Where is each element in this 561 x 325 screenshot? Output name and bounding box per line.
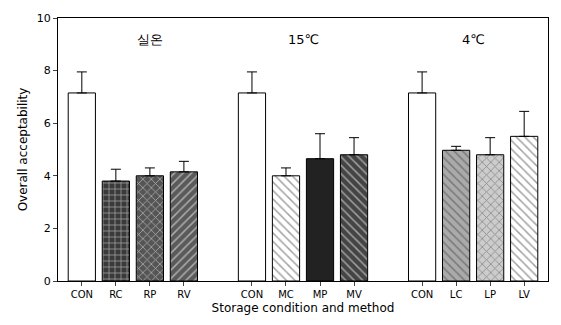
svg-text:10: 10: [37, 12, 51, 25]
svg-text:CON: CON: [241, 289, 263, 300]
svg-text:LP: LP: [484, 289, 496, 300]
svg-text:LC: LC: [450, 289, 463, 300]
svg-text:Storage condition and method: Storage condition and method: [212, 301, 395, 315]
svg-text:8: 8: [44, 64, 51, 77]
svg-text:15℃: 15℃: [288, 32, 319, 47]
svg-text:4℃: 4℃: [462, 32, 485, 47]
svg-text:4: 4: [44, 170, 51, 183]
svg-text:RV: RV: [177, 289, 190, 300]
svg-text:0: 0: [44, 275, 51, 288]
svg-text:Overall acceptability: Overall acceptability: [16, 88, 30, 212]
svg-text:6: 6: [44, 117, 51, 130]
svg-text:LV: LV: [519, 289, 530, 300]
svg-text:RP: RP: [143, 289, 156, 300]
svg-text:MV: MV: [346, 289, 362, 300]
svg-text:MP: MP: [313, 289, 328, 300]
svg-text:CON: CON: [411, 289, 433, 300]
svg-text:MC: MC: [278, 289, 294, 300]
svg-text:RC: RC: [109, 289, 122, 300]
svg-text:실온: 실온: [137, 32, 163, 47]
svg-text:2: 2: [44, 222, 51, 235]
svg-text:CON: CON: [71, 289, 93, 300]
